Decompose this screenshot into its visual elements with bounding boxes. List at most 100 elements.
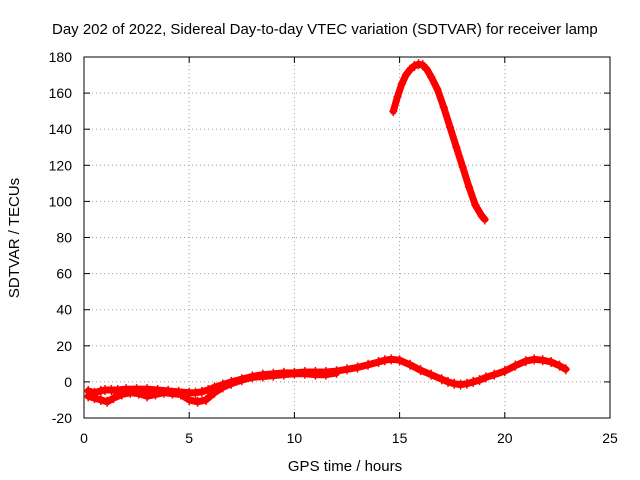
data-point [500,366,509,377]
data-point [469,376,478,387]
y-tick-label: 120 [49,157,73,173]
data-point [248,372,257,383]
data-point [401,70,410,81]
x-tick-label: 10 [287,430,303,446]
data-point [109,393,118,404]
data-point [96,394,105,405]
data-point [279,369,288,380]
data-point [364,359,373,370]
data-point [117,389,126,400]
data-point [389,106,398,117]
data-point [218,382,227,393]
y-tick-label: -20 [52,410,72,426]
data-point [321,369,330,380]
data-point [96,385,105,396]
data-point [290,368,299,379]
data-point [227,378,236,389]
data-point [176,389,185,400]
data-point [168,388,177,399]
data-point [456,379,465,390]
y-tick-label: 180 [49,49,73,65]
series-satellite-track-lower-offset [84,367,341,407]
data-point [332,367,341,378]
data-point [490,369,499,380]
data-point [427,369,436,380]
data-point [397,79,406,90]
data-point [202,394,211,405]
grid [84,57,610,418]
data-point [538,355,547,366]
data-point [561,364,570,375]
chart-title: Day 202 of 2022, Sidereal Day-to-day VTE… [52,21,598,38]
data-point [511,360,520,371]
data-point [462,378,471,389]
data-point [475,375,484,386]
data-point [204,385,213,396]
x-tick-label: 15 [392,430,408,446]
data-point [300,368,309,379]
data-point [439,102,448,113]
data-point [437,374,446,385]
data-point [210,387,219,398]
data-point [450,378,459,389]
data-point [134,388,143,399]
data-point [427,71,436,82]
data-point [90,393,99,404]
data-point [237,375,246,386]
data-point [84,391,93,402]
x-tick-label: 0 [80,430,88,446]
y-tick-label: 160 [49,85,73,101]
data-point [446,122,455,133]
data-series [84,59,570,407]
data-point [380,355,389,366]
data-point [103,396,112,407]
x-tick-label: 25 [602,430,618,446]
y-tick-label: 80 [56,230,72,246]
x-tick-label: 20 [497,430,513,446]
data-point [480,214,489,225]
data-point [410,61,419,72]
y-tick-label: 140 [49,121,73,137]
data-point [416,365,425,376]
data-point [443,376,452,387]
data-point [418,60,427,71]
y-tick-label: 20 [56,338,72,354]
x-tick-label: 5 [185,430,193,446]
data-point [151,389,160,400]
y-tick-label: 0 [64,374,72,390]
y-tick-label: 40 [56,302,72,318]
data-point [269,370,278,381]
y-tick-label: 100 [49,193,73,209]
series-satellite-track-upper [389,59,489,225]
data-point [530,354,539,365]
data-point [191,387,200,398]
data-point [406,64,415,75]
data-point [185,394,194,405]
data-point [458,162,467,173]
data-point [197,386,206,397]
data-point [481,372,490,383]
data-point [393,91,402,102]
data-point [387,354,396,365]
axis-ticks: 0 5 10 15 20 25 -20 0 20 40 60 80 100 120 140 160 180 [49,49,618,446]
data-point [465,181,474,192]
data-point [126,387,135,398]
data-point [521,356,530,367]
data-point [353,362,362,373]
data-point [258,371,267,382]
data-point [452,142,461,153]
y-tick-label: 60 [56,266,72,282]
data-point [395,355,404,366]
x-axis-label: GPS time / hours [288,458,402,475]
data-point [406,359,415,370]
data-point [374,357,383,368]
data-point [422,64,431,75]
data-point [414,59,423,70]
data-point [343,364,351,375]
y-axis-label: SDTVAR / TECUs [6,178,23,298]
data-point [143,391,152,402]
data-point [433,84,442,95]
data-point [193,396,202,407]
